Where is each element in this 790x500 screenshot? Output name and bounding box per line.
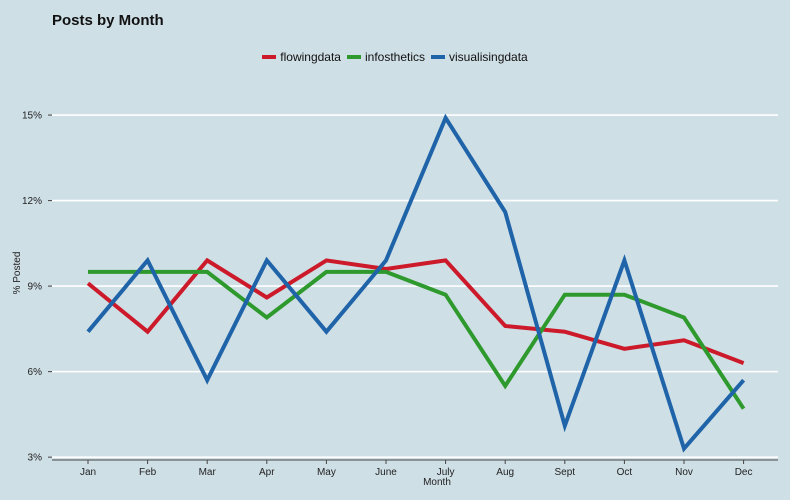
series-line-visualisingdata	[86, 113, 746, 453]
x-tick-label: Feb	[139, 467, 157, 478]
legend-label: infosthetics	[364, 50, 426, 64]
x-tick-label: July	[437, 467, 455, 478]
legend-label: flowingdata	[280, 50, 341, 64]
x-tick-label: Apr	[259, 467, 275, 478]
legend-entry-visualisingdata: visualisingdata	[431, 50, 528, 64]
legend-entry-infosthetics: infosthetics	[346, 50, 426, 64]
legend-label: visualisingdata	[449, 50, 528, 64]
x-axis-label: Month	[423, 477, 451, 488]
x-tick-label: Jan	[80, 467, 96, 478]
series-line-flowingdata	[86, 257, 745, 365]
x-tick-label: May	[317, 467, 336, 478]
x-tick-label: Nov	[675, 467, 693, 478]
legend-swatch	[262, 55, 277, 59]
y-axis-label: % Posted	[12, 252, 23, 295]
x-tick-label: Aug	[496, 467, 514, 478]
y-axis: 3% 6% 9% 12% 15%	[22, 111, 52, 464]
chart-title: Posts by Month	[52, 12, 164, 29]
x-axis: Jan Feb Mar Apr May June July Aug Sept Oct Nov Dec	[52, 459, 778, 478]
x-tick-label: Mar	[199, 467, 217, 478]
x-tick-label: Sept	[555, 467, 576, 478]
x-tick-label: Oct	[617, 467, 633, 478]
x-tick-label: June	[375, 467, 397, 478]
legend-entry-flowingdata: flowingdata	[262, 50, 341, 64]
legend-swatch	[346, 55, 361, 59]
legend-swatch	[431, 55, 446, 59]
y-tick-label: 3%	[28, 453, 43, 464]
grid-lines	[52, 114, 778, 458]
y-tick-label: 9%	[28, 282, 43, 293]
x-tick-label: Dec	[735, 467, 753, 478]
series-line-infosthetics	[88, 269, 746, 410]
y-tick-label: 6%	[28, 367, 43, 378]
y-tick-label: 12%	[22, 196, 42, 207]
y-tick-label: 15%	[22, 111, 42, 122]
legend: flowingdata infosthetics visualisingdata	[0, 50, 790, 64]
series-lines	[86, 113, 746, 453]
